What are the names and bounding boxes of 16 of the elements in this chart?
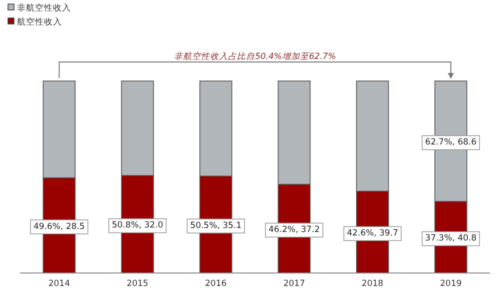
data-label: 50.8%, 32.0	[112, 220, 164, 231]
data-label: 46.2%, 37.2	[268, 225, 320, 236]
data-label: 50.5%, 35.1	[190, 221, 242, 232]
data-label: 49.6%, 28.5	[33, 222, 85, 232]
text: 非航空性收入占比自50.4%增加至62.7%	[174, 51, 336, 62]
x-tick-label: 2014	[48, 279, 70, 289]
data-label: 42.6%, 39.7	[346, 228, 398, 239]
x-tick-label: 2016	[205, 279, 227, 289]
legend-label: 非航空性收入	[17, 2, 71, 14]
data-label: 37.3%, 40.8	[425, 234, 477, 244]
x-tick-label: 2017	[283, 279, 305, 289]
x-tick-label: 2019	[440, 279, 462, 289]
x-tick-label: 2015	[126, 279, 148, 289]
x-tick-label: 2018	[362, 279, 384, 289]
legend-label: 航空性收入	[17, 16, 62, 28]
data-label: 62.7%, 68.6	[425, 138, 477, 148]
